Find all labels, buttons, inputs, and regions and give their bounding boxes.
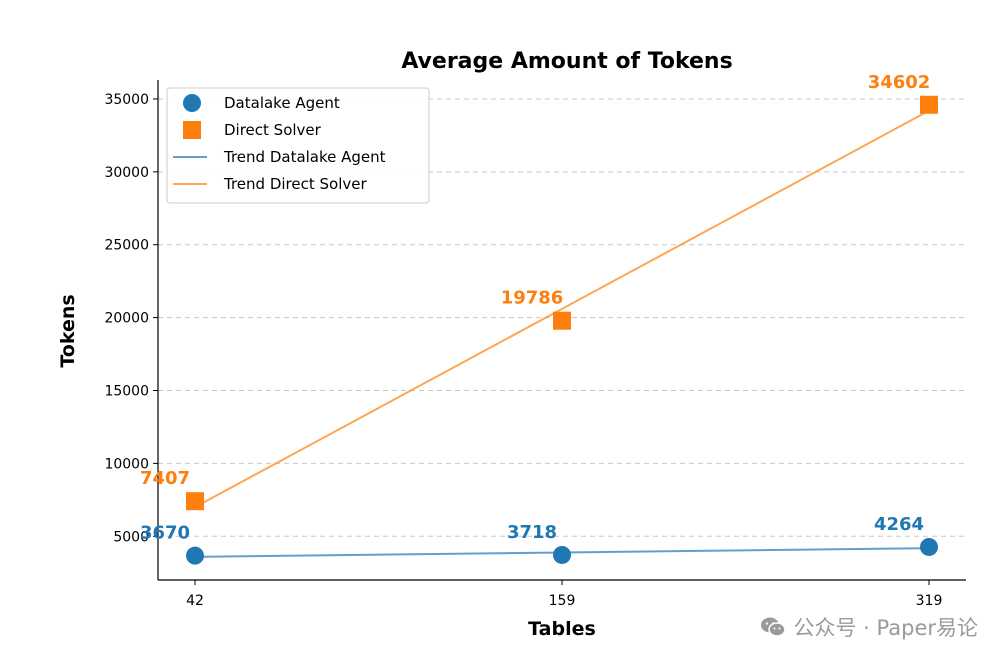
y-axis-label: Tokens: [57, 294, 79, 367]
y-tick-label: 15000: [104, 383, 149, 399]
legend: Datalake Agent Direct Solver Trend Datalak…: [166, 87, 430, 204]
legend-label: Direct Solver: [224, 121, 322, 139]
legend-symbol: [183, 121, 201, 139]
data-point: [920, 95, 938, 114]
data-label: 4264: [874, 514, 924, 535]
legend-symbol: [183, 94, 201, 112]
y-tick-label: 30000: [104, 165, 149, 181]
data-point: [553, 311, 571, 330]
data-points: [186, 95, 938, 565]
y-tick-label: 10000: [104, 456, 149, 472]
legend-label: Trend Datalake Agent: [223, 148, 386, 166]
data-point: [920, 537, 938, 556]
data-label: 3670: [140, 523, 190, 544]
data-labels: 3670 3718 4264 7407 19786 34602: [140, 72, 930, 544]
x-tick-label: 42: [186, 593, 204, 609]
data-point: [553, 545, 571, 564]
data-point: [186, 492, 204, 511]
trend-line: [194, 109, 930, 508]
x-tick-label: 319: [916, 593, 943, 609]
watermark: 公众号 · Paper易论: [760, 612, 979, 642]
y-tick-label: 25000: [104, 238, 149, 254]
x-axis-label: Tables: [528, 618, 596, 640]
legend-label: Trend Direct Solver: [223, 175, 367, 193]
data-label: 34602: [868, 72, 931, 93]
data-point: [186, 546, 204, 565]
data-label: 3718: [507, 522, 557, 543]
wechat-icon: [760, 616, 786, 638]
legend-label: Datalake Agent: [224, 94, 340, 112]
legend-box: [166, 87, 430, 204]
chart-title: Average Amount of Tokens: [401, 49, 732, 74]
data-label: 19786: [501, 288, 564, 309]
y-tick-label: 20000: [104, 311, 149, 327]
y-tick-label: 35000: [104, 92, 149, 108]
watermark-text: 公众号 · Paper易论: [793, 616, 979, 640]
y-tick-label: 5000: [113, 529, 149, 545]
axes: 5000 10000 15000 20000 25000 30000 35000 42 159 3…: [104, 80, 966, 609]
data-label: 7407: [140, 468, 190, 489]
x-tick-label: 159: [549, 593, 576, 609]
